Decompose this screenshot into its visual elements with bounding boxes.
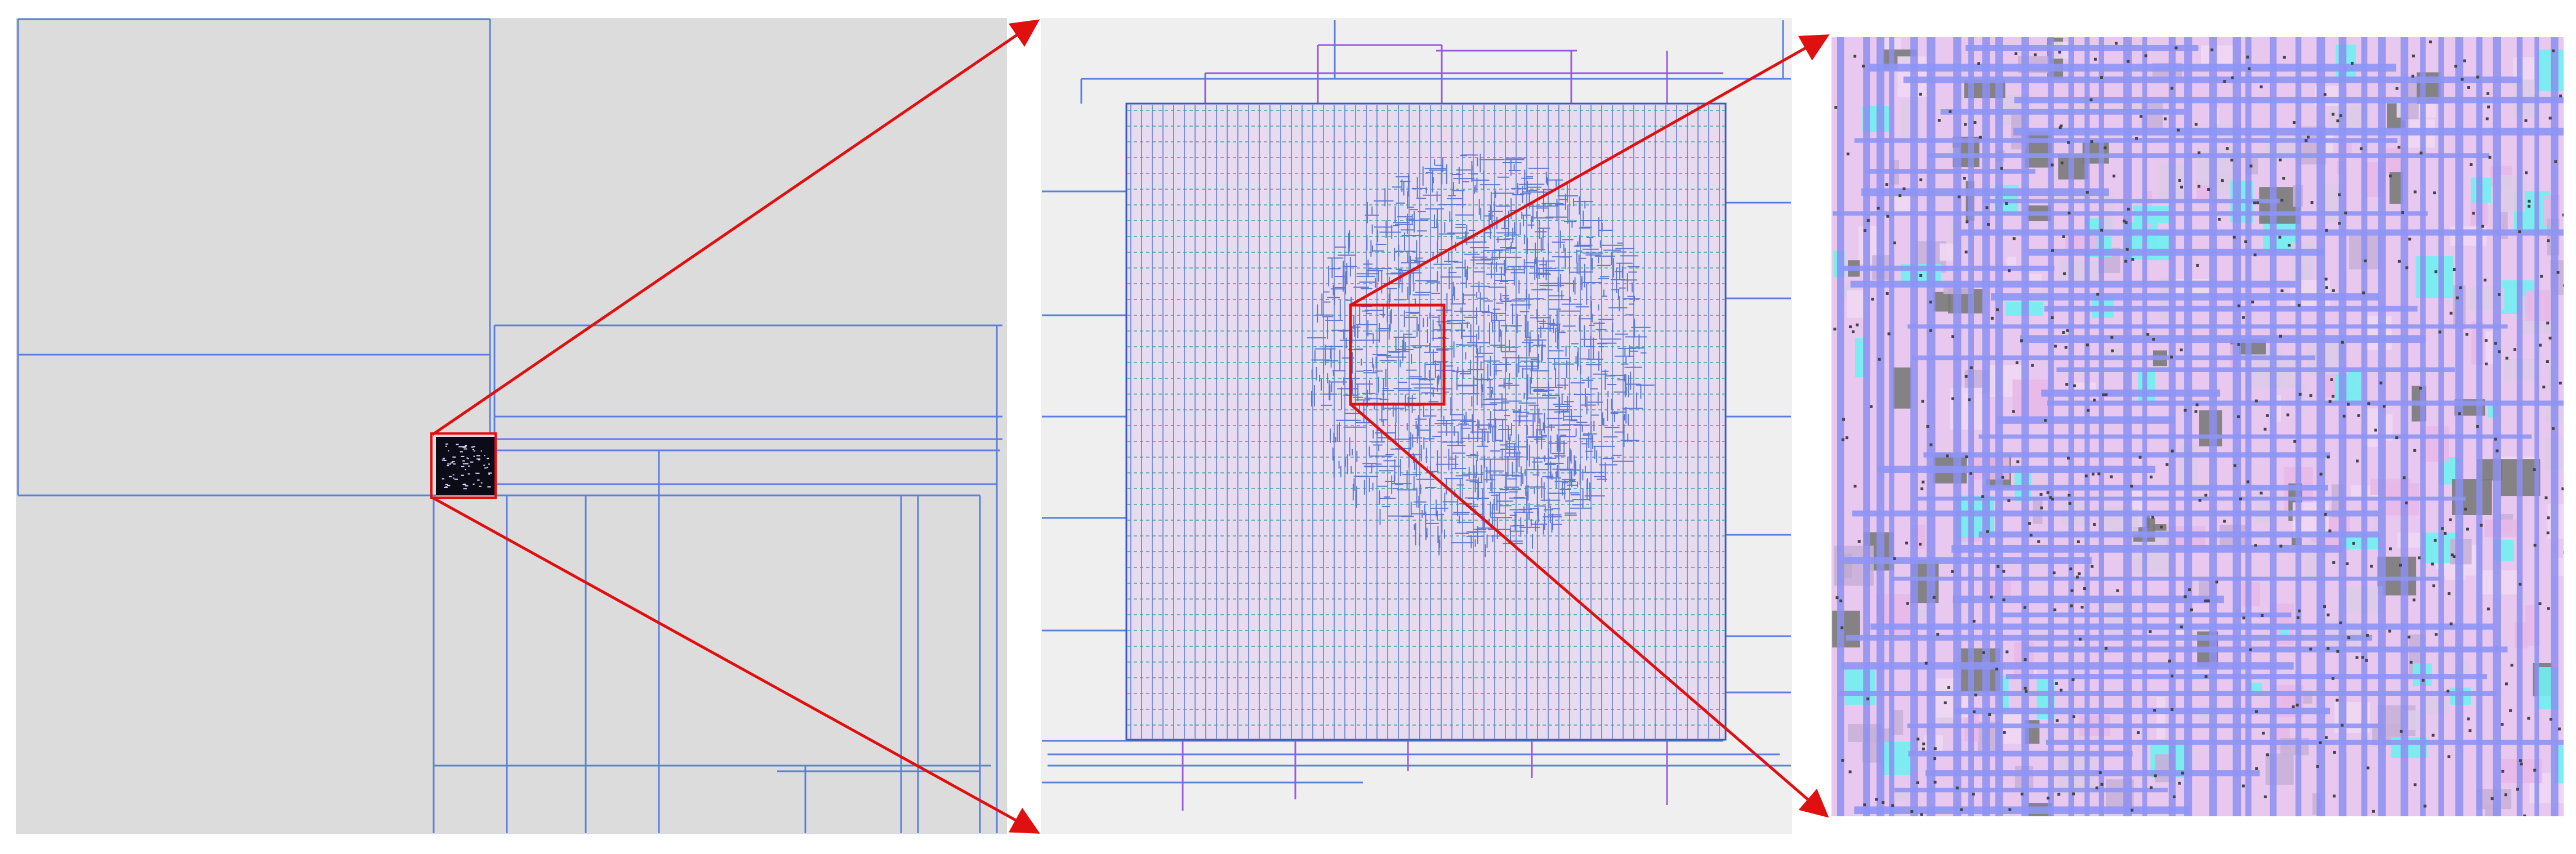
zoom-arrow-2-top [1349, 34, 1830, 307]
panel-full-layout [16, 18, 1007, 834]
dense-routing-cluster [1307, 153, 1655, 557]
zoom-arrow-1-top [431, 19, 1040, 436]
panel-block-layout [1041, 18, 1792, 834]
zoom-arrow-1-bottom [431, 496, 1040, 834]
block-layout-io-routing [1042, 20, 1791, 811]
vias [1833, 40, 2564, 816]
horizontal-metal-wires [1833, 45, 2564, 814]
macro-block [430, 432, 497, 499]
macro-block-cells [442, 443, 492, 490]
panel-detail-layout [1831, 37, 2564, 816]
macro-highlight-box [430, 432, 497, 499]
zoom-arrows [431, 19, 1830, 834]
full-layout-routing [17, 18, 1002, 833]
standard-cell-rows [1127, 105, 1724, 739]
zoom-arrow-2-bottom [1349, 403, 1829, 818]
panel-full-layout-background [16, 18, 1007, 834]
detail-highlight-box [1349, 303, 1446, 406]
